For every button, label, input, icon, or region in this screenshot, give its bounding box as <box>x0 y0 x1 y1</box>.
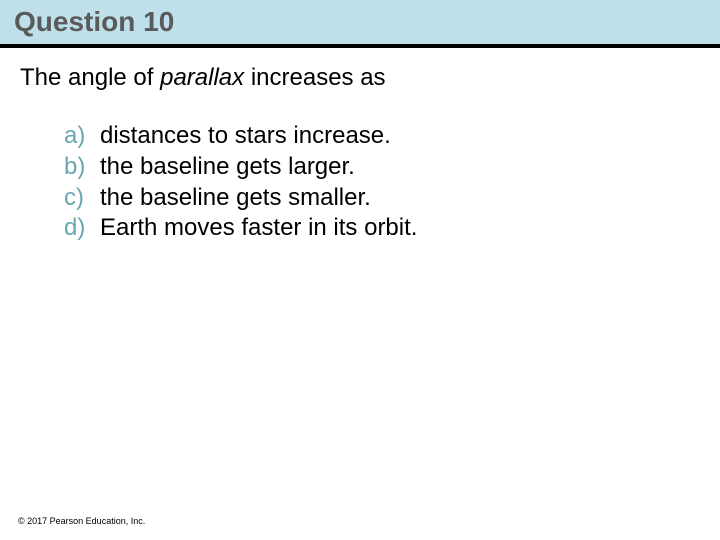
stem-post: increases as <box>244 64 385 91</box>
option-c[interactable]: c) the baseline gets smaller. <box>64 183 700 214</box>
option-text: distances to stars increase. <box>100 121 391 152</box>
option-text: the baseline gets larger. <box>100 152 355 183</box>
option-letter: b) <box>64 152 100 183</box>
title-bar: Question 10 <box>0 0 720 44</box>
question-stem: The angle of parallax increases as <box>0 48 720 103</box>
option-a[interactable]: a) distances to stars increase. <box>64 121 700 152</box>
option-letter: c) <box>64 183 100 214</box>
stem-pre: The angle of <box>20 64 160 91</box>
options-list: a) distances to stars increase. b) the b… <box>0 103 720 244</box>
option-text: the baseline gets smaller. <box>100 183 371 214</box>
copyright: © 2017 Pearson Education, Inc. <box>18 516 145 526</box>
option-letter: d) <box>64 213 100 244</box>
slide: Question 10 The angle of parallax increa… <box>0 0 720 540</box>
option-text: Earth moves faster in its orbit. <box>100 213 417 244</box>
option-d[interactable]: d) Earth moves faster in its orbit. <box>64 213 700 244</box>
option-b[interactable]: b) the baseline gets larger. <box>64 152 700 183</box>
question-title: Question 10 <box>14 6 174 37</box>
option-letter: a) <box>64 121 100 152</box>
stem-italic: parallax <box>160 64 244 91</box>
